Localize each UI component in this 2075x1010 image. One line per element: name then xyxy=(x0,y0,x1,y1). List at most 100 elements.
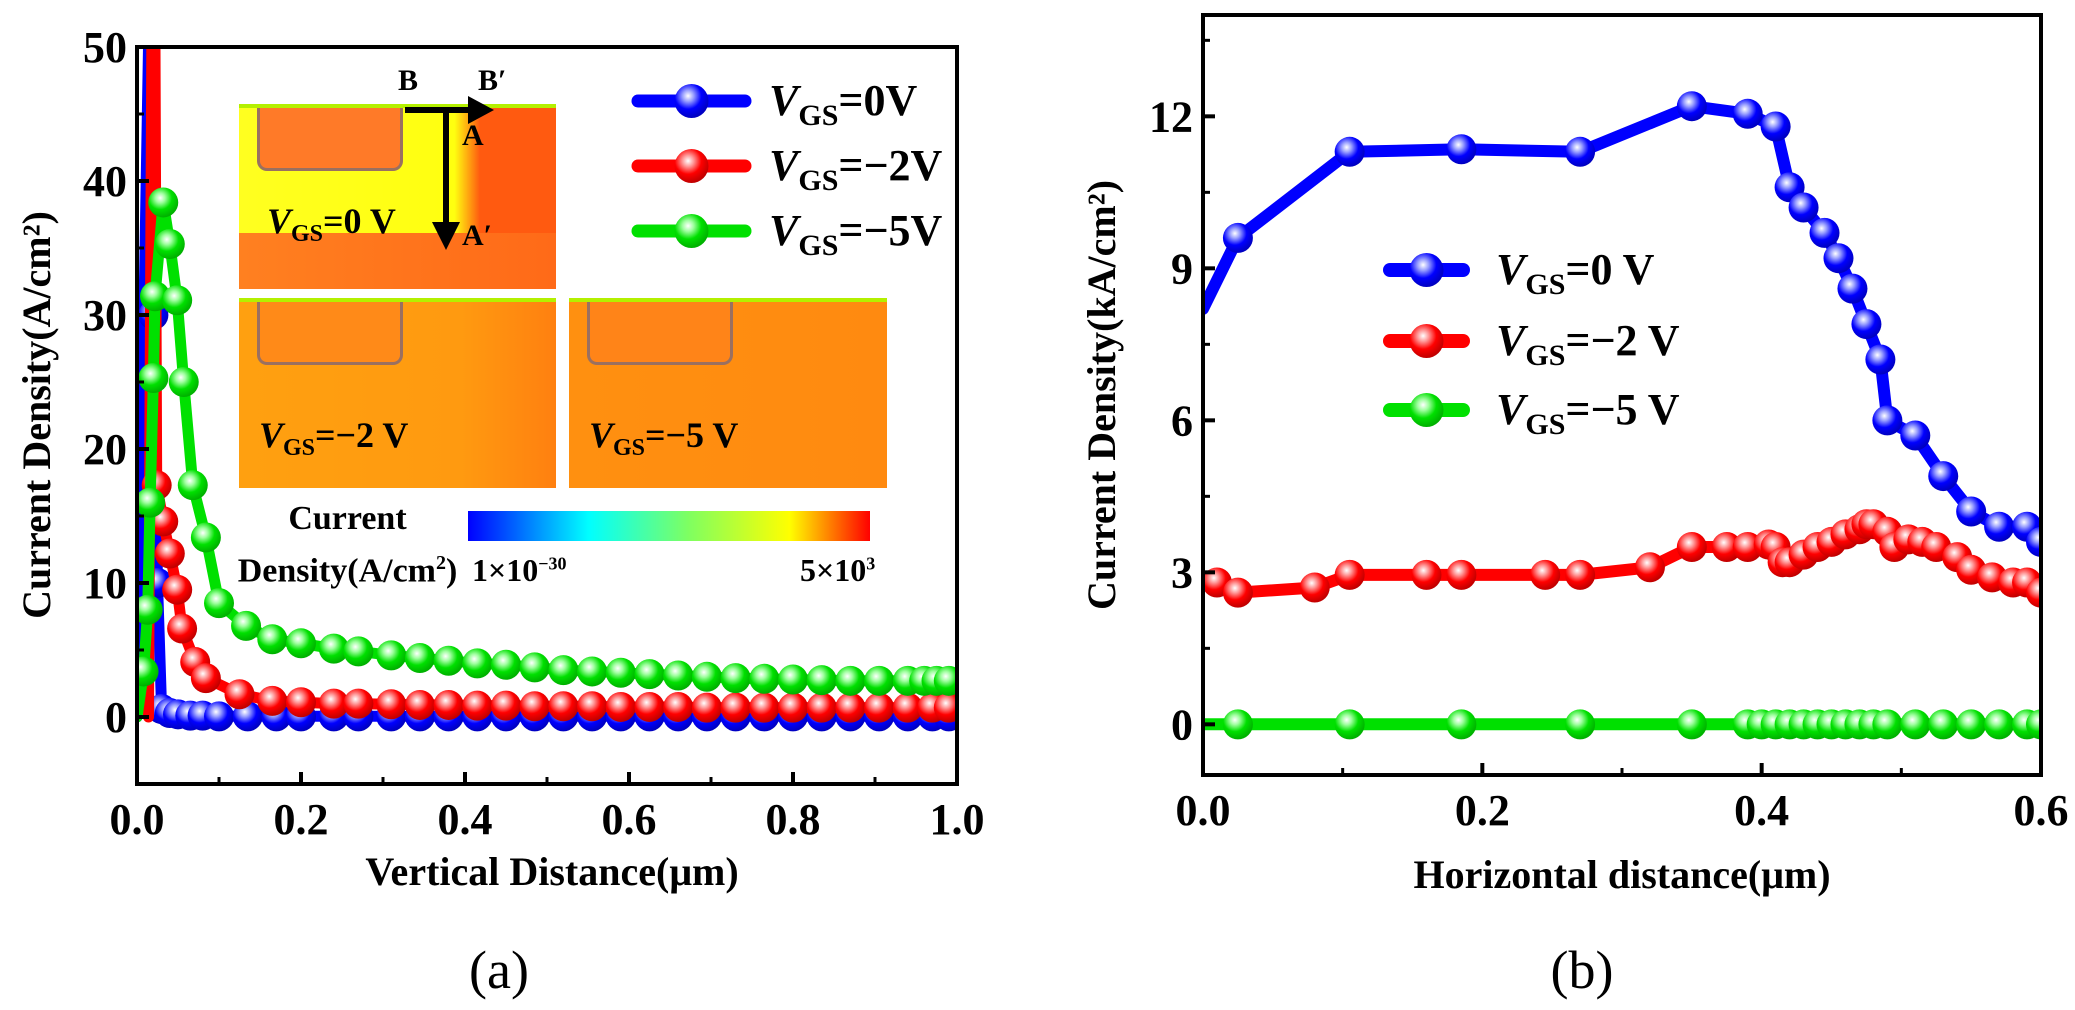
data-point-series-2 xyxy=(177,470,208,501)
data-point-series-2 xyxy=(1956,709,1987,740)
trench-outline xyxy=(587,302,733,365)
data-point-series-0 xyxy=(1928,461,1959,492)
data-point-series-0 xyxy=(1900,420,1931,451)
data-point-series-2 xyxy=(138,362,169,393)
data-point-series-1 xyxy=(318,688,349,719)
data-point-series-2 xyxy=(376,640,407,671)
data-point-series-1 xyxy=(1446,559,1477,590)
data-point-series-0 xyxy=(1851,309,1882,340)
data-point-series-1 xyxy=(605,691,636,722)
data-point-series-1 xyxy=(433,689,464,720)
inset-label-value: =0 V xyxy=(323,201,396,241)
data-point-series-2 xyxy=(1676,709,1707,740)
y-tick-label: 0 xyxy=(105,693,127,742)
data-point-series-2 xyxy=(720,663,751,694)
data-point-series-1 xyxy=(167,613,198,644)
data-point-series-1 xyxy=(190,663,221,694)
data-point-series-2 xyxy=(634,659,665,690)
inset-label-sub: GS xyxy=(291,221,324,248)
data-point-series-2 xyxy=(231,610,262,641)
data-point-series-1 xyxy=(1411,559,1442,590)
data-point-series-2 xyxy=(663,660,694,691)
data-point-series-1 xyxy=(404,689,435,720)
legend-item: VGS=0V xyxy=(631,76,917,132)
data-point-series-0 xyxy=(1809,217,1840,248)
data-point-series-0 xyxy=(1446,134,1477,165)
colorbar-title-line1: Current xyxy=(288,500,407,537)
legend-marker-icon xyxy=(1409,253,1444,287)
data-point-series-2 xyxy=(404,643,435,674)
legend-label: VGS=−2 V xyxy=(1496,316,1680,372)
data-point-series-2 xyxy=(1900,709,1931,740)
x-tick-label: 1.0 xyxy=(930,795,985,844)
data-point-series-0 xyxy=(1788,192,1819,223)
data-point-series-1 xyxy=(933,692,957,723)
colorbar-min-base: 1×10 xyxy=(472,552,539,588)
x-tick-label: 0.6 xyxy=(602,795,657,844)
data-point-series-0 xyxy=(204,701,234,732)
data-point-series-1 xyxy=(634,691,665,722)
inset-label-v: V xyxy=(267,201,292,241)
y-tick-label: 0 xyxy=(1171,700,1193,749)
data-point-series-2 xyxy=(162,285,193,316)
data-point-series-2 xyxy=(605,657,636,688)
data-point-series-0 xyxy=(2026,526,2041,557)
data-point-series-2 xyxy=(318,633,349,664)
data-point-series-1 xyxy=(1222,577,1253,608)
data-point-series-2 xyxy=(433,645,464,676)
data-point-series-0 xyxy=(1823,243,1854,274)
data-point-series-1 xyxy=(720,692,751,723)
data-point-series-2 xyxy=(864,665,895,696)
data-point-series-1 xyxy=(835,692,866,723)
data-point-series-1 xyxy=(286,687,316,718)
inset-label-sub: GS xyxy=(283,435,316,462)
y-tick-label: 9 xyxy=(1171,244,1193,293)
data-point-series-1 xyxy=(1634,552,1665,583)
data-point-series-1 xyxy=(376,689,407,720)
data-point-series-2 xyxy=(286,628,316,659)
data-point-series-2 xyxy=(137,487,166,518)
data-point-series-0 xyxy=(1222,222,1253,253)
data-point-series-2 xyxy=(778,664,808,695)
data-point-series-0 xyxy=(1334,136,1365,167)
colorbar-max-exp: 3 xyxy=(866,553,876,574)
legend-label: VGS=−5V xyxy=(769,206,943,262)
data-point-series-0 xyxy=(1732,98,1763,129)
data-point-series-2 xyxy=(1872,709,1903,740)
data-point-series-1 xyxy=(491,690,521,721)
y-tick-label: 3 xyxy=(1171,548,1193,597)
legend-item: VGS=0 V xyxy=(1383,245,1655,301)
data-point-series-1 xyxy=(548,691,579,722)
data-point-series-1 xyxy=(343,688,374,719)
x-tick-label: 0.4 xyxy=(1734,786,1789,835)
data-point-series-0 xyxy=(1565,136,1596,167)
data-point-series-1 xyxy=(806,692,837,723)
x-tick-label: 0.0 xyxy=(1176,786,1231,835)
data-point-series-1 xyxy=(462,690,493,721)
y-tick-label: 6 xyxy=(1171,396,1193,445)
data-point-series-2 xyxy=(1928,709,1959,740)
x-tick-label: 0.2 xyxy=(274,795,329,844)
plot-area xyxy=(137,47,957,732)
colorbar xyxy=(468,511,870,541)
data-point-series-2 xyxy=(140,281,171,312)
inset-label-v: V xyxy=(589,415,614,455)
legend-label: VGS=−2V xyxy=(769,141,943,197)
legend-marker-icon xyxy=(674,84,709,118)
x-tick-label: 0.8 xyxy=(766,795,821,844)
data-point-series-2 xyxy=(1984,709,2015,740)
data-point-series-2 xyxy=(137,656,159,687)
data-point-series-1 xyxy=(1676,532,1707,562)
data-point-series-2 xyxy=(491,649,521,680)
trench-outline xyxy=(257,108,403,171)
data-point-series-0 xyxy=(1865,344,1896,375)
legend-label: VGS=0 V xyxy=(1496,245,1655,301)
legend-item: VGS=−2V xyxy=(631,141,943,197)
inset-map-vgs-0: VGS=0 V xyxy=(239,104,556,289)
data-point-series-2 xyxy=(1222,709,1253,740)
trench-outline xyxy=(257,302,403,365)
legend-item: VGS=−5V xyxy=(631,206,943,262)
colorbar-title-sup: 2 xyxy=(435,552,446,574)
colorbar-min-exp: −30 xyxy=(538,553,567,574)
legend: VGS=0V VGS=−2V VGS=−5V xyxy=(631,76,943,262)
